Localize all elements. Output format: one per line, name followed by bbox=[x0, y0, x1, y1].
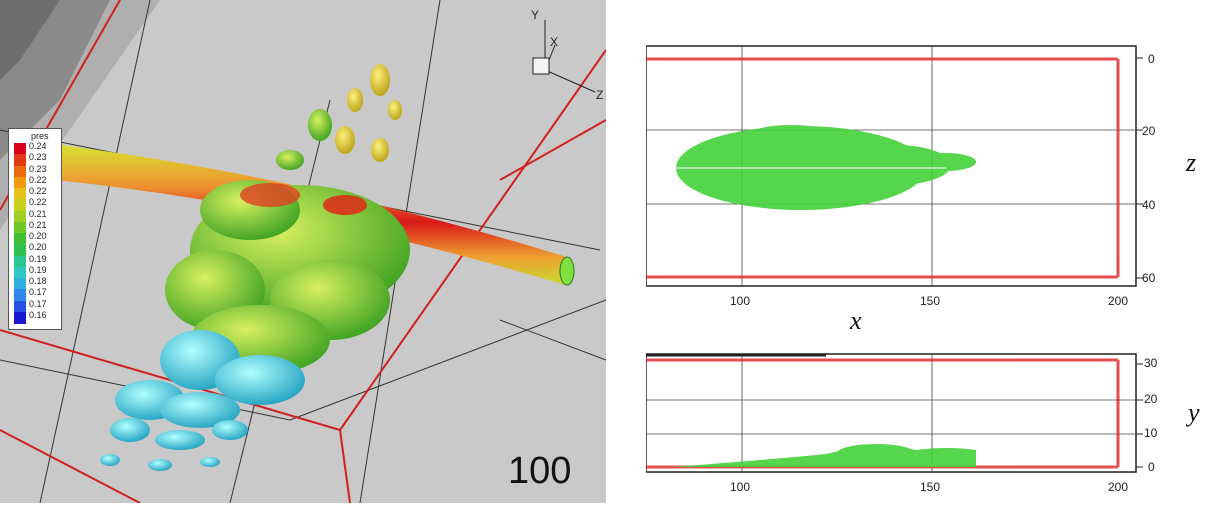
frame-label: 100 bbox=[508, 450, 572, 492]
legend-value: 0.22 bbox=[29, 186, 47, 196]
y-tick-20: 20 bbox=[1144, 392, 1158, 406]
z-tick-0: 0 bbox=[1148, 52, 1155, 66]
side-view-svg bbox=[645, 353, 1143, 473]
pressure-legend: pres 0.24 0.23 0.23 0.22 0.22 0.22 0.21 0.21 0.2… bbox=[8, 128, 62, 330]
legend-value: 0.19 bbox=[29, 264, 47, 275]
legend-value: 0.23 bbox=[29, 152, 47, 163]
legend-swatch bbox=[14, 289, 26, 301]
legend-swatch bbox=[14, 255, 26, 268]
legend-swatch bbox=[14, 143, 26, 155]
top-view-plot: 0 20 40 60 100 150 200 bbox=[645, 40, 1155, 320]
side-x-tick-150: 150 bbox=[920, 480, 941, 494]
legend-value: 0.17 bbox=[29, 287, 47, 298]
legend-value: 0.18 bbox=[29, 276, 47, 286]
legend-value: 0.19 bbox=[29, 253, 47, 264]
side-x-tick-200: 200 bbox=[1108, 480, 1129, 494]
legend-swatch bbox=[14, 221, 26, 234]
legend-swatch bbox=[14, 233, 26, 245]
legend-value: 0.21 bbox=[29, 219, 47, 230]
legend-swatch bbox=[14, 176, 26, 189]
legend-swatch bbox=[14, 266, 26, 279]
y-tick-30: 30 bbox=[1144, 356, 1158, 370]
legend-colorbar bbox=[14, 143, 26, 324]
side-view-plot: 30 20 10 0 100 150 200 bbox=[645, 350, 1157, 500]
z-tick-60: 60 bbox=[1142, 271, 1156, 285]
legend-swatch bbox=[14, 244, 26, 256]
legend-value: 0.20 bbox=[29, 242, 47, 253]
legend-swatch bbox=[14, 165, 26, 178]
legend-value: 0.22 bbox=[29, 197, 47, 208]
legend-swatch bbox=[14, 278, 26, 290]
top-view-svg bbox=[645, 45, 1143, 287]
z-tick-20: 20 bbox=[1142, 124, 1156, 138]
top-view-z-label: z bbox=[1186, 148, 1197, 177]
top-view-x-label: x bbox=[850, 306, 862, 335]
legend-value: 0.23 bbox=[29, 163, 47, 174]
side-x-tick-100: 100 bbox=[730, 480, 751, 494]
axis-triad bbox=[532, 20, 596, 93]
legend-value: 0.21 bbox=[29, 208, 47, 219]
y-tick-0: 0 bbox=[1148, 460, 1155, 474]
legend-value: 0.22 bbox=[29, 174, 47, 185]
legend-value: 0.24 bbox=[29, 141, 47, 151]
legend-value: 0.20 bbox=[29, 231, 47, 241]
legend-swatch bbox=[14, 199, 26, 211]
legend-values: 0.24 0.23 0.23 0.22 0.22 0.22 0.21 0.21 0.20 0.20… bbox=[9, 141, 61, 323]
legend-swatch bbox=[14, 188, 26, 200]
y-tick-10: 10 bbox=[1144, 426, 1158, 440]
isosurface-render bbox=[0, 0, 607, 504]
x-tick-200: 200 bbox=[1108, 294, 1129, 308]
legend-swatch bbox=[14, 311, 26, 324]
z-tick-40: 40 bbox=[1142, 198, 1156, 212]
x-tick-100: 100 bbox=[730, 294, 751, 308]
isosurface-3d-view: Y X Z pres 0.24 0.23 0.23 0.22 0.22 0.22 0.21 0… bbox=[0, 0, 607, 504]
legend-swatch bbox=[14, 210, 26, 223]
axis-label-y: Y bbox=[531, 8, 540, 22]
legend-title: pres bbox=[31, 131, 49, 141]
legend-swatch bbox=[14, 154, 26, 166]
legend-value: 0.17 bbox=[29, 298, 47, 309]
axis-label-x: X bbox=[550, 35, 559, 49]
side-view-y-label: y bbox=[1188, 398, 1200, 427]
x-tick-150: 150 bbox=[920, 294, 941, 308]
legend-swatch bbox=[14, 300, 26, 313]
legend-value: 0.16 bbox=[29, 309, 47, 320]
axis-label-z: Z bbox=[596, 88, 604, 102]
